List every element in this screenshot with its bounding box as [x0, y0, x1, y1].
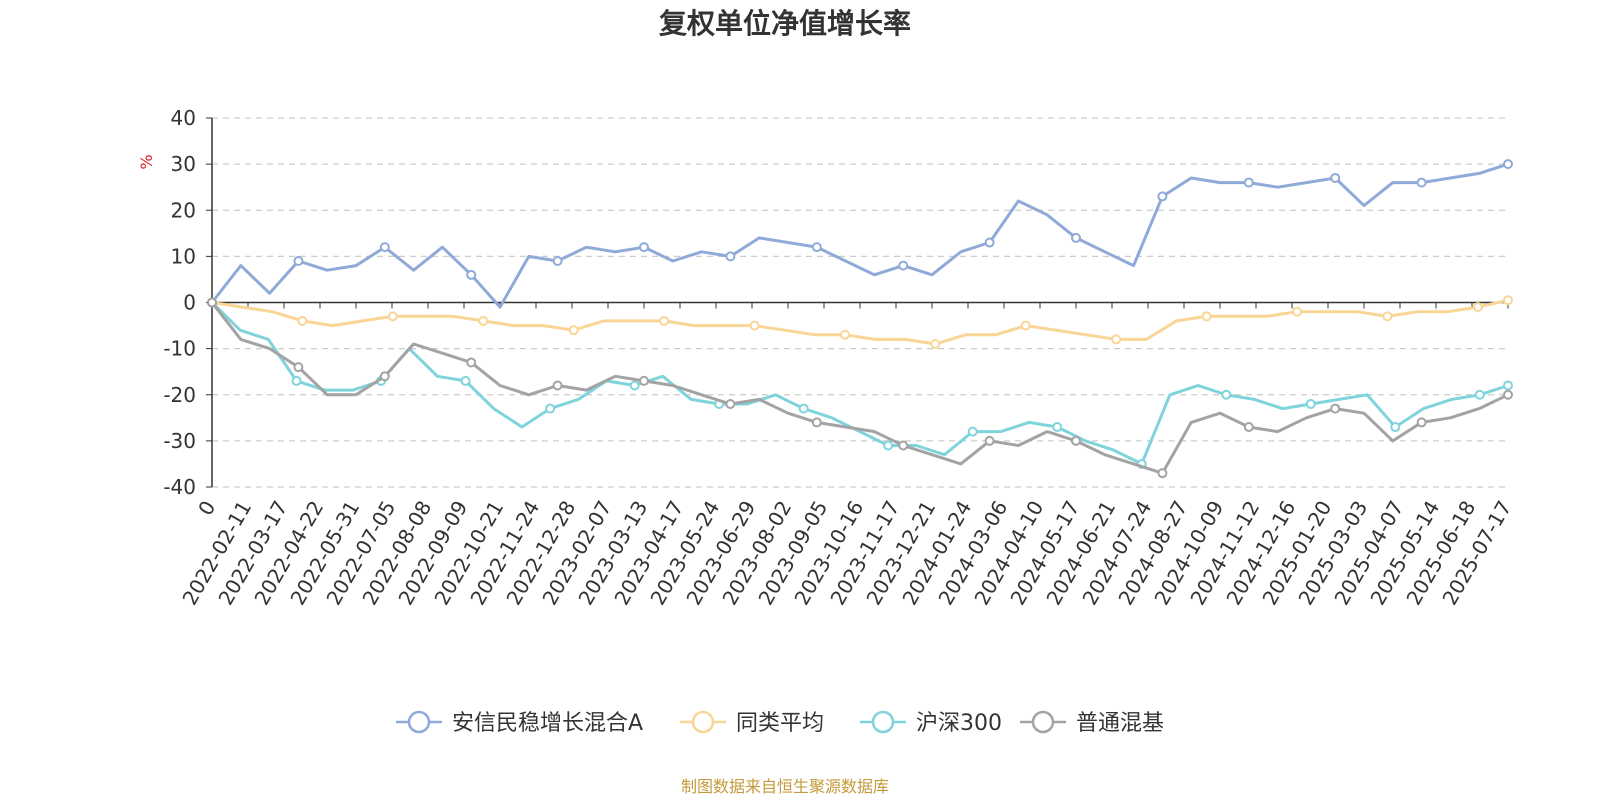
series-point [552, 380, 563, 391]
series-point [898, 440, 909, 451]
y-tick-label: -40 [163, 475, 196, 499]
series-point [466, 269, 477, 280]
series-point [898, 260, 909, 271]
series-point [1416, 177, 1427, 188]
series-lines [207, 159, 1513, 479]
series-point [639, 242, 649, 253]
legend-marker [1031, 710, 1055, 734]
series-point [1503, 159, 1513, 170]
series-point [1020, 320, 1031, 331]
series-point [984, 237, 995, 248]
series-point [1071, 435, 1081, 446]
legend-label: 普通混基 [1076, 711, 1164, 736]
series-point [629, 380, 640, 391]
series-point [725, 398, 736, 409]
series-point [1157, 191, 1168, 202]
series-point [1157, 468, 1168, 479]
series-point [883, 440, 894, 451]
series-point [1243, 177, 1254, 188]
series-point [1503, 295, 1513, 306]
series-point [967, 426, 978, 437]
series-point [1201, 311, 1212, 322]
series-point [478, 315, 489, 326]
series-line-1 [211, 298, 1509, 346]
series-line-0 [210, 162, 1509, 309]
y-tick-label: 30 [171, 152, 196, 176]
y-axis-unit: % [137, 154, 156, 169]
series-point [725, 251, 736, 262]
y-tick-label: 10 [171, 244, 196, 268]
series-point [930, 339, 941, 350]
source-note: 制图数据来自恒生聚源数据库 [681, 777, 889, 796]
series-point [387, 311, 398, 322]
legend-marker [407, 710, 431, 734]
series-point [293, 255, 304, 266]
legend: 安信民稳增长混合A 同类平均 沪深300 普通混基 [396, 710, 1164, 736]
series-point [1111, 334, 1122, 345]
y-tick-label: 40 [171, 106, 196, 130]
series-point [1330, 172, 1341, 183]
series-point [839, 329, 850, 340]
series-line-2 [210, 301, 1509, 466]
series-point [1330, 403, 1341, 414]
series-point [552, 255, 563, 266]
series-point [984, 435, 995, 446]
series-point [1305, 398, 1316, 409]
series-point [568, 325, 579, 336]
y-tick-label: -10 [163, 337, 196, 361]
series-point [291, 375, 302, 386]
series-point [545, 403, 556, 414]
series-point [749, 320, 760, 331]
series-point [1416, 417, 1427, 428]
series-point [293, 362, 304, 373]
series-point [1221, 389, 1232, 400]
series-point [1472, 302, 1483, 313]
series-point [297, 315, 308, 326]
series-point [460, 375, 471, 386]
y-tick-label: 0 [183, 291, 196, 315]
series-point [1390, 422, 1401, 433]
legend-label: 沪深300 [916, 711, 1002, 736]
series-point [798, 403, 809, 414]
series-point [1382, 311, 1393, 322]
grid-lines [212, 117, 1508, 488]
chart-title: 复权单位净值增长率 [659, 7, 911, 40]
series-point [659, 315, 670, 326]
series-point [639, 375, 649, 386]
series-point [1292, 306, 1303, 317]
series-point [207, 297, 217, 308]
legend-marker [691, 710, 715, 734]
series-point [466, 357, 477, 368]
series-point [1052, 422, 1063, 433]
series-point [1503, 380, 1513, 391]
y-tick-label: -30 [163, 429, 196, 453]
series-point [811, 417, 822, 428]
y-axis-ticks: 40 30 20 10 0 -10 -20 -30 -40 [163, 106, 212, 499]
y-tick-label: -20 [163, 383, 196, 407]
series-point [379, 242, 390, 253]
series-point [1071, 232, 1081, 243]
series-point [379, 371, 390, 382]
series-point [1503, 389, 1513, 400]
legend-label: 同类平均 [736, 711, 824, 736]
series-point [1474, 389, 1485, 400]
legend-label: 安信民稳增长混合A [452, 711, 643, 736]
series-point [811, 242, 822, 253]
series-point [1243, 422, 1254, 433]
y-tick-label: 20 [171, 198, 196, 222]
x-tick-label: 0 [193, 497, 220, 520]
series-line-3 [210, 301, 1509, 475]
legend-marker [871, 710, 895, 734]
